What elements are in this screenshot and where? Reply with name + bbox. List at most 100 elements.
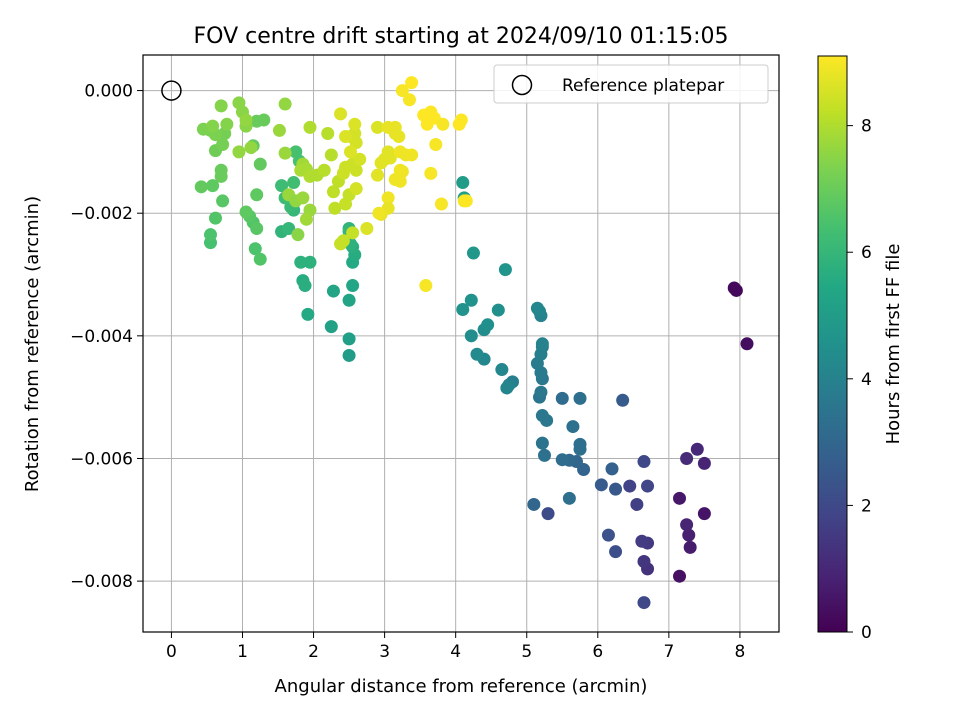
data-point: [206, 179, 220, 193]
data-point: [630, 497, 644, 511]
x-tick-label: 7: [663, 642, 674, 662]
data-point: [498, 263, 512, 277]
colorbar-tick-label: 4: [861, 370, 872, 390]
data-point: [272, 123, 286, 137]
data-point: [535, 337, 549, 351]
data-point: [456, 302, 470, 316]
colorbar-tick-label: 6: [861, 243, 872, 263]
data-point: [566, 420, 580, 434]
data-points: [194, 76, 754, 610]
data-point: [605, 462, 619, 476]
data-point: [680, 518, 694, 532]
data-point: [216, 194, 230, 208]
x-axis-label: Angular distance from reference (arcmin): [275, 676, 648, 697]
data-point: [346, 226, 360, 240]
data-point: [530, 301, 544, 315]
legend-marker: [511, 74, 533, 96]
legend-box: [493, 64, 769, 104]
data-point: [298, 279, 312, 293]
data-point: [257, 113, 271, 127]
data-point: [244, 141, 258, 155]
data-point: [456, 176, 470, 190]
data-point: [342, 348, 356, 362]
data-point: [573, 391, 587, 405]
data-point: [419, 279, 433, 293]
data-point: [334, 107, 348, 121]
data-point: [250, 222, 264, 236]
data-point: [360, 222, 374, 236]
x-tick-label: 4: [450, 642, 461, 662]
data-point: [342, 293, 356, 307]
colorbar-tick-label: 8: [861, 117, 872, 137]
data-point: [204, 228, 218, 242]
data-point: [346, 279, 360, 293]
data-point: [562, 491, 576, 505]
grid-lines: [143, 55, 779, 632]
reference-platepar-marker: [161, 80, 182, 101]
data-point: [395, 84, 409, 98]
data-point: [220, 117, 234, 131]
data-point: [673, 491, 687, 505]
x-tick-label: 8: [735, 642, 746, 662]
data-point: [301, 307, 315, 321]
data-point: [729, 283, 743, 297]
data-point: [470, 347, 484, 361]
data-point: [299, 212, 313, 226]
colorbar-label: Hours from first FF file: [883, 244, 904, 445]
data-point: [537, 448, 551, 462]
data-point: [616, 393, 630, 407]
data-point: [303, 255, 317, 269]
x-tick-label: 6: [592, 642, 603, 662]
data-point: [282, 222, 296, 236]
y-tick-label: −0.002: [70, 204, 133, 224]
data-point: [454, 113, 468, 127]
data-point: [214, 99, 228, 113]
colorbar-tick-label: 2: [861, 496, 872, 516]
data-point: [253, 157, 267, 171]
data-point: [395, 165, 409, 179]
data-point: [194, 180, 208, 194]
data-point: [637, 596, 651, 610]
colorbar-ticks: 0 2 4 6 8: [847, 117, 872, 643]
data-point: [609, 482, 623, 496]
colorbar-tick-label: 0: [861, 623, 872, 643]
data-point: [491, 303, 505, 317]
data-point: [495, 363, 509, 377]
colorbar: 0 2 4 6 8 Hours from first FF file: [817, 55, 904, 643]
data-point: [372, 206, 386, 220]
data-point: [239, 113, 253, 127]
data-point: [527, 497, 541, 511]
data-point: [573, 437, 587, 451]
data-point: [697, 507, 711, 521]
y-axis: 0.000 −0.002 −0.004 −0.006 −0.008: [70, 82, 143, 592]
data-point: [381, 191, 395, 205]
legend-label: Reference platepar: [562, 76, 724, 96]
data-point: [371, 120, 385, 134]
data-point: [326, 284, 340, 298]
data-point: [555, 391, 569, 405]
data-point: [303, 120, 317, 134]
data-point: [278, 97, 292, 111]
data-point: [459, 194, 473, 208]
x-tick-label: 5: [521, 642, 532, 662]
data-point: [250, 188, 264, 202]
data-point: [296, 191, 310, 205]
x-tick-label: 1: [237, 642, 248, 662]
data-point: [294, 255, 308, 269]
data-point: [683, 540, 697, 554]
y-tick-label: 0.000: [84, 82, 133, 102]
data-point: [641, 479, 655, 493]
data-point: [623, 479, 637, 493]
data-point: [371, 168, 385, 182]
data-point: [253, 252, 267, 266]
data-point: [336, 234, 350, 248]
y-tick-label: −0.008: [70, 572, 133, 592]
x-tick-label: 2: [308, 642, 319, 662]
data-point: [349, 163, 363, 177]
data-point: [248, 242, 262, 256]
data-point: [534, 385, 548, 399]
data-point: [555, 453, 569, 467]
data-point: [594, 478, 608, 492]
y-tick-label: −0.006: [70, 449, 133, 469]
data-point: [291, 228, 305, 242]
